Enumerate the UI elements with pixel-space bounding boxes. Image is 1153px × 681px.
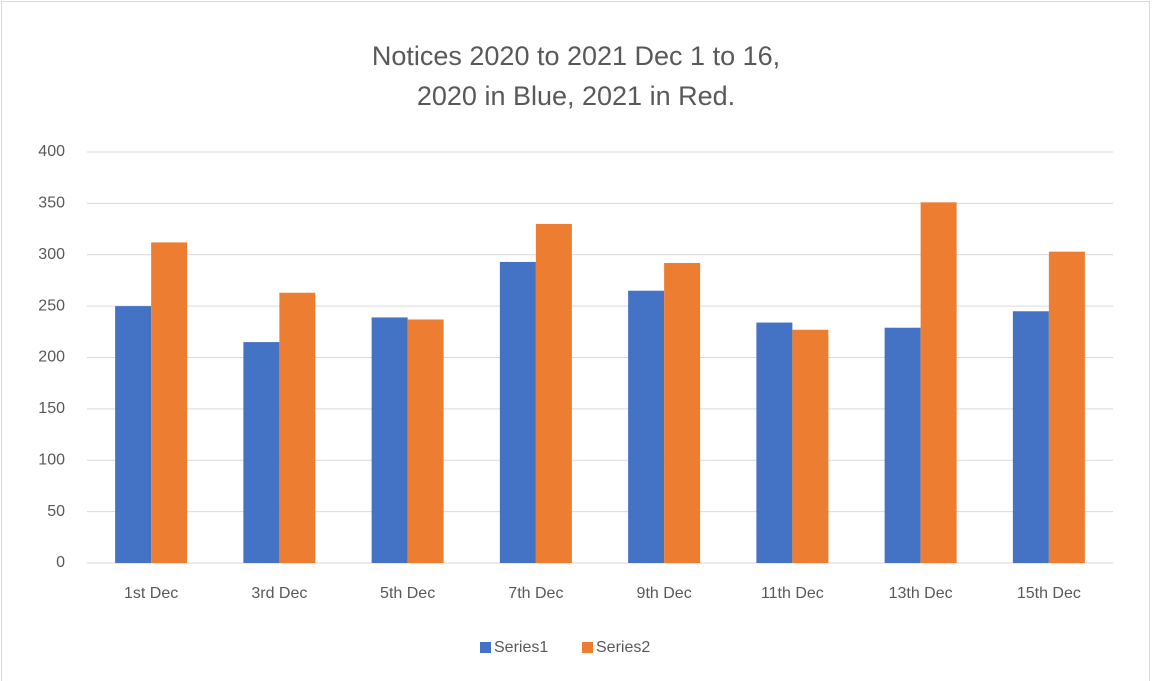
bar bbox=[664, 262, 701, 563]
x-tick-label: 9th Dec bbox=[637, 585, 692, 602]
bar bbox=[499, 261, 536, 563]
y-tick-label: 50 bbox=[47, 503, 65, 520]
y-tick-label: 150 bbox=[38, 400, 65, 417]
bar bbox=[407, 319, 444, 563]
bar bbox=[151, 242, 188, 564]
x-tick-label: 5th Dec bbox=[380, 585, 435, 602]
bar bbox=[371, 317, 408, 563]
legend-swatch bbox=[480, 642, 491, 653]
x-tick-label: 7th Dec bbox=[508, 585, 563, 602]
y-tick-label: 350 bbox=[38, 195, 65, 212]
x-tick-label: 11th Dec bbox=[761, 585, 824, 602]
chart-title: Notices 2020 to 2021 Dec 1 to 16, bbox=[372, 41, 780, 71]
legend-label: Series2 bbox=[596, 639, 650, 656]
legend-swatch bbox=[582, 642, 593, 653]
bar bbox=[792, 329, 829, 563]
x-tick-label: 15th Dec bbox=[1017, 585, 1081, 602]
y-tick-label: 400 bbox=[38, 143, 65, 160]
bar bbox=[535, 223, 572, 564]
x-tick-label: 1st Dec bbox=[124, 585, 178, 602]
legend-label: Series1 bbox=[494, 639, 548, 656]
x-tick-label: 3rd Dec bbox=[251, 585, 307, 602]
bar bbox=[279, 292, 316, 563]
bar bbox=[1048, 251, 1085, 564]
bar bbox=[884, 327, 921, 563]
bar bbox=[115, 306, 152, 563]
y-tick-label: 300 bbox=[38, 246, 65, 263]
bar bbox=[1012, 311, 1049, 563]
x-tick-label: 13th Dec bbox=[889, 585, 953, 602]
y-tick-label: 200 bbox=[38, 349, 65, 366]
y-tick-label: 0 bbox=[56, 554, 65, 571]
bar bbox=[628, 290, 665, 563]
bar bbox=[920, 202, 957, 563]
chart-title: 2020 in Blue, 2021 in Red. bbox=[417, 81, 735, 111]
bar bbox=[756, 322, 793, 563]
bar bbox=[243, 342, 280, 563]
y-tick-label: 100 bbox=[38, 451, 65, 468]
y-tick-label: 250 bbox=[38, 297, 65, 314]
